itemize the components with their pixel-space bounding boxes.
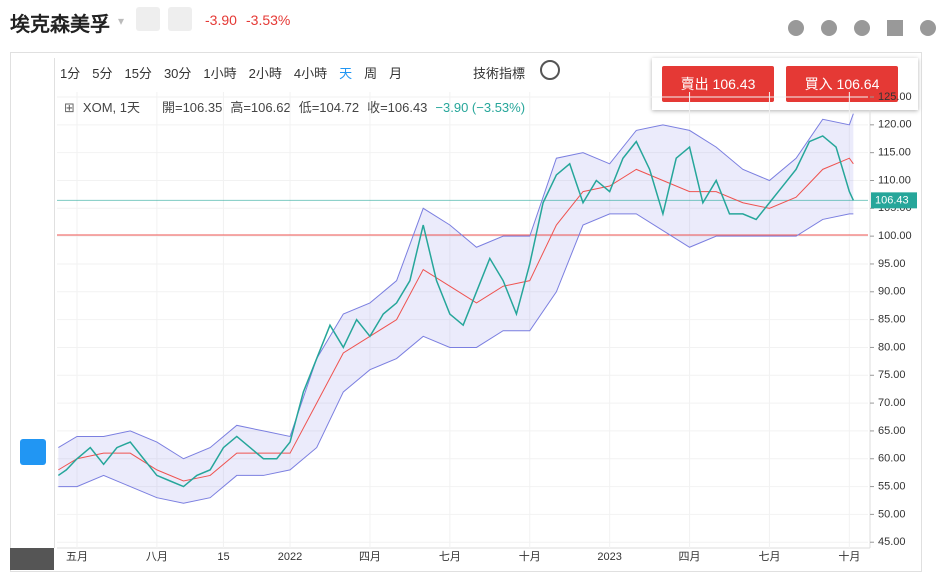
- y-tick-label: 60.00: [878, 453, 906, 465]
- x-tick-label: 十月: [519, 549, 541, 563]
- x-tick-label: 2022: [278, 551, 302, 563]
- legend-low: 低=104.72: [298, 100, 360, 115]
- x-tick-label: 2023: [597, 551, 621, 563]
- dropdown[interactable]: ▾: [118, 14, 125, 28]
- interval-button[interactable]: 30分: [163, 66, 192, 81]
- y-tick-label: 65.00: [878, 425, 906, 437]
- buy-button[interactable]: 買入 106.64: [786, 66, 898, 102]
- y-tick-label: 120.00: [878, 119, 912, 131]
- legend: ⊞ XOM, 1天 開=106.35 高=106.62 低=104.72 收=106.43…: [64, 100, 526, 115]
- y-tick-label: 115.00: [878, 147, 911, 159]
- y-tick-label: 125.00: [878, 91, 912, 103]
- x-tick-label: 四月: [679, 551, 701, 563]
- y-tick-label: 80.00: [878, 341, 906, 353]
- y-tick-label: 50.00: [878, 508, 906, 520]
- symbol-title: 埃克森美孚: [10, 14, 110, 36]
- interval-button[interactable]: 月: [389, 66, 403, 81]
- y-tick-label: 90.00: [878, 286, 906, 298]
- y-tick-label: 110.00: [878, 174, 911, 186]
- favorite-button[interactable]: [136, 7, 160, 31]
- alert-button[interactable]: [168, 7, 192, 31]
- y-tick-label: 75.00: [878, 369, 906, 381]
- icon[interactable]: [920, 20, 936, 36]
- interval-button[interactable]: 1小時: [203, 66, 237, 81]
- series-line: [57, 135, 855, 488]
- x-tick-label: 八月: [146, 551, 168, 563]
- last-price-label: 106.43: [875, 194, 909, 206]
- series-line: [58, 113, 854, 460]
- price-change-pct: -3.53%: [246, 12, 291, 28]
- y-tick-label: 100.00: [878, 230, 912, 242]
- x-tick-label: 七月: [758, 550, 780, 563]
- interval-bar: 1分 5分 15分 30分 1小時 2小時 4小時天周月: [60, 63, 414, 83]
- x-tick-label: 15: [217, 551, 229, 563]
- icon[interactable]: [821, 20, 837, 36]
- y-tick-label: 95.00: [878, 258, 906, 270]
- series-line: [58, 157, 854, 482]
- legend-high: 高=106.62: [230, 100, 291, 115]
- tool-collapse[interactable]: [10, 548, 54, 570]
- interval-button[interactable]: 15分: [124, 66, 152, 81]
- legend-symbol[interactable]: XOM, 1天: [82, 100, 140, 115]
- sell-button[interactable]: 賣出 106.43: [662, 66, 774, 102]
- drawing-tools: [10, 58, 55, 548]
- x-tick-label: 十月: [838, 549, 860, 563]
- interval-button[interactable]: 1分: [60, 66, 81, 81]
- y-tick-label: 85.00: [878, 314, 906, 326]
- header-icons: [788, 20, 936, 36]
- interval-button[interactable]: 天: [339, 66, 353, 81]
- x-tick-label: 四月: [359, 551, 381, 563]
- y-tick-label: 70.00: [878, 397, 906, 409]
- x-tick-label: 五月: [66, 551, 88, 563]
- tool-active[interactable]: [20, 439, 46, 465]
- icon[interactable]: [887, 20, 903, 36]
- chart-frame: [10, 52, 922, 572]
- last-price-box: [871, 192, 917, 209]
- icon[interactable]: [788, 20, 804, 36]
- legend-open: 開=106.35: [161, 100, 223, 115]
- x-tick-label: 七月: [439, 550, 461, 563]
- series-line: [58, 213, 854, 504]
- y-tick-label: 55.00: [878, 480, 906, 492]
- interval-button[interactable]: 4小時: [293, 66, 328, 81]
- interval-button[interactable]: 周: [364, 66, 378, 81]
- price-change: -3.90: [205, 12, 237, 28]
- band-fill: [58, 113, 854, 504]
- interval-button[interactable]: 5分: [92, 66, 113, 81]
- y-tick-label: 45.00: [878, 536, 906, 548]
- legend-close: 收=106.43: [367, 100, 428, 115]
- legend-change: −3.90 (−3.53%): [435, 100, 526, 115]
- indicators-button[interactable]: 技術指標: [473, 66, 526, 81]
- interval-button[interactable]: 2小時: [248, 66, 282, 81]
- settings-icon[interactable]: [540, 60, 560, 80]
- icon[interactable]: [854, 20, 870, 36]
